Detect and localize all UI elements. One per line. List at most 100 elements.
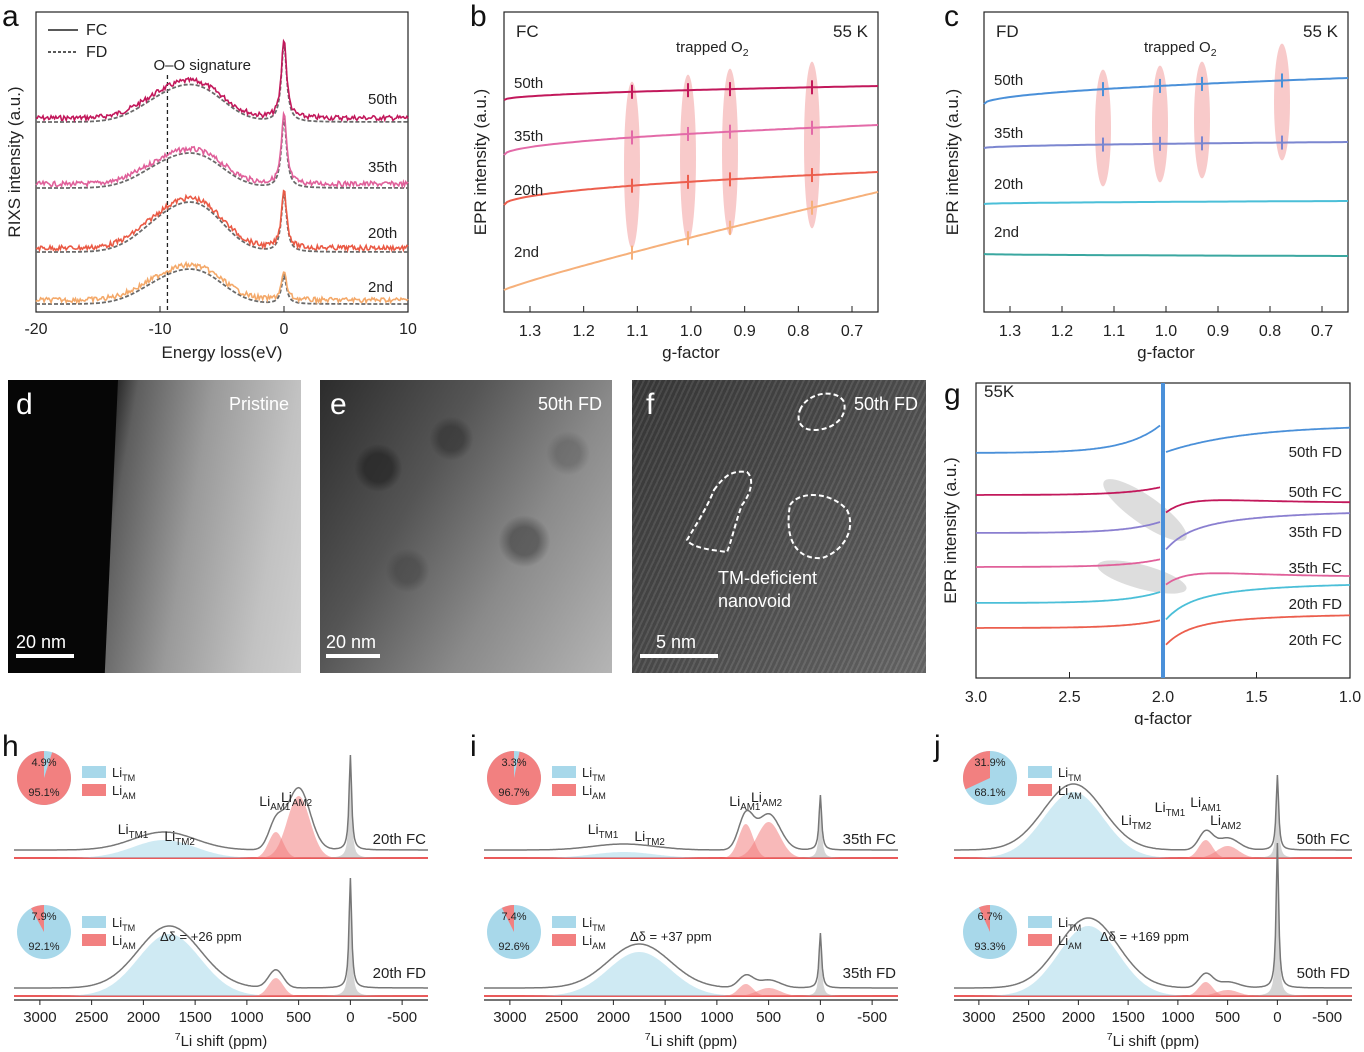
series-c-1 — [983, 141, 1348, 149]
am1-fill-h-top — [14, 832, 428, 858]
image-d-scale-text: 20 nm — [16, 632, 67, 652]
x-tick-label-i-6: 0 — [816, 1009, 824, 1026]
peak-label-j-1: LiTM2 — [1121, 812, 1152, 832]
image-e-scale-text: 20 nm — [326, 632, 377, 652]
series-g-right-1 — [1165, 499, 1350, 514]
legend-label-tm-i-top: LiTM — [582, 765, 605, 783]
total-fit-i-top — [484, 794, 898, 851]
image-d-letter: d — [16, 388, 33, 421]
panel-letter-j: j — [934, 730, 941, 763]
trapped-o2-label-b: trapped O2 — [676, 39, 749, 59]
legend-swatch-tm-j-bottom — [1028, 916, 1052, 928]
trapped-o2-ellipse-c-1 — [1152, 65, 1168, 183]
peak-label-i-3: LiAM2 — [751, 789, 782, 809]
series-g-right-5 — [1165, 614, 1350, 646]
delta-label-i: Δδ = +37 ppm — [630, 929, 712, 944]
x-tick-label-j-2: 2000 — [1062, 1009, 1095, 1026]
x-tick-label-i-5: 500 — [756, 1009, 781, 1026]
legend-label-tm-h-top: LiTM — [112, 765, 135, 783]
legend-label-tm-j-top: LiTM — [1058, 765, 1081, 783]
pie-label-large-j-bottom: 93.3% — [974, 941, 1005, 953]
tm-fill-i-bottom — [484, 952, 898, 996]
chart-c-epr-fd: 1.3 1.2 1.1 1.0 0.9 0.8 0.7 g-factor EPR intensi… — [943, 11, 1349, 362]
chart-title-left-g: 55K — [984, 382, 1015, 401]
spectrum-label-i-bottom: 35th FD — [843, 965, 897, 982]
legend-label-am-i-bottom: LiAM — [582, 933, 606, 951]
series-b-1 — [503, 124, 879, 156]
pie-label-small-h-bottom: 7.9% — [31, 911, 56, 923]
spectrum-label-i-top: 35th FC — [843, 831, 897, 848]
peak-label-h-3: LiAM2 — [281, 789, 312, 809]
image-e-letter: e — [330, 388, 347, 421]
oo-signature-label: O–O signature — [153, 57, 251, 74]
x-tick-label-c-4: 0.9 — [1207, 323, 1229, 340]
peak-label-i-0: LiTM1 — [588, 821, 619, 841]
series-label-g-5: 20th FC — [1289, 632, 1343, 649]
pie-label-small-j-bottom: 6.7% — [977, 911, 1002, 923]
series-c-3 — [983, 253, 1348, 257]
x-tick-label-i-3: 1500 — [648, 1009, 681, 1026]
pie-label-small-j-top: 31.9% — [974, 757, 1005, 769]
legend-label-fc: FC — [86, 22, 107, 39]
panel-letter-h: h — [2, 730, 19, 763]
peak-label-j-3: LiAM2 — [1210, 812, 1241, 832]
chart-title-right-b: 55 K — [833, 22, 869, 41]
pie-am-j-bottom — [978, 905, 990, 932]
peak-label-j-0: LiTM1 — [1155, 799, 1186, 819]
nanovoid-outlines — [685, 392, 852, 560]
trapped-o2-ellipse-b-2 — [722, 68, 738, 236]
x-tick-label-a-1: -10 — [148, 321, 171, 338]
spectrum-label-h-top: 20th FC — [373, 831, 427, 848]
x-axis-label-b: g-factor — [662, 343, 720, 362]
pie-label-small-i-bottom: 7.4% — [501, 911, 526, 923]
legend-label-am-j-top: LiAM — [1058, 783, 1082, 801]
spectrum-label-h-bottom: 20th FD — [373, 965, 427, 982]
legend-label-am-i-top: LiAM — [582, 783, 606, 801]
series-g-right-2 — [1165, 512, 1351, 551]
chart-j-nmr: 3000 2500 2000 1500 1000 500 0 -500 7Li shift (p… — [954, 751, 1352, 1050]
image-d-pristine: d Pristine 20 nm — [8, 380, 301, 673]
peak-label-h-2: LiAM1 — [259, 793, 290, 813]
x-tick-label-b-4: 0.9 — [734, 323, 756, 340]
x-tick-label-j-6: 0 — [1273, 1009, 1281, 1026]
series-label-a-3: 2nd — [368, 279, 393, 296]
legend-label-tm-i-bottom: LiTM — [582, 915, 605, 933]
x-tick-label-a-3: 10 — [399, 321, 417, 338]
series-label-c-0: 50th — [994, 72, 1023, 89]
chart-h-nmr: 3000 2500 2000 1500 1000 500 0 -500 7Li shift (p… — [14, 751, 428, 1050]
series-label-c-1: 35th — [994, 125, 1023, 142]
x-tick-label-g-2: 2.0 — [1152, 689, 1174, 706]
total-fit-h-top — [14, 754, 428, 851]
x-tick-label-b-6: 0.7 — [841, 323, 863, 340]
pie-label-large-i-bottom: 92.6% — [498, 941, 529, 953]
trapped-o2-ellipse-c-2 — [1194, 61, 1210, 179]
tm-fill-j-top — [954, 792, 1352, 858]
series-label-a-0: 50th — [368, 91, 397, 108]
series-g-left-3 — [976, 558, 1161, 568]
x-tick-label-i-7: -500 — [857, 1009, 887, 1026]
x-tick-label-g-3: 1.5 — [1245, 689, 1267, 706]
spectrum-label-j-bottom: 50th FD — [1297, 965, 1351, 982]
image-e-label: 50th FD — [537, 394, 602, 414]
trapped-o2-ellipse-b-1 — [680, 74, 696, 242]
x-tick-label-g-4: 1.0 — [1339, 689, 1361, 706]
legend-swatch-am-i-bottom — [552, 934, 576, 946]
x-tick-label-c-2: 1.1 — [1103, 323, 1125, 340]
pie-label-small-h-top: 4.9% — [31, 757, 56, 769]
panel-letter-a: a — [2, 0, 19, 33]
x-tick-label-c-3: 1.0 — [1155, 323, 1177, 340]
x-axis-label-g: g-factor — [1134, 709, 1192, 725]
x-tick-label-j-5: 500 — [1215, 1009, 1240, 1026]
trapped-o2-ellipse-c-3 — [1274, 43, 1290, 161]
peak-label-h-0: LiTM1 — [118, 821, 149, 841]
legend-label-am-h-top: LiAM — [112, 783, 136, 801]
legend-swatch-tm-h-bottom — [82, 916, 106, 928]
y-axis-label-b: EPR intensity (a.u.) — [471, 89, 490, 235]
x-tick-label-c-5: 0.8 — [1259, 323, 1281, 340]
chart-title-left-b: FC — [516, 22, 539, 41]
series-label-a-2: 20th — [368, 225, 397, 242]
trapped-o2-label-c: trapped O2 — [1144, 39, 1217, 59]
x-axis-label-i: 7Li shift (ppm) — [645, 1031, 738, 1050]
peak-label-h-1: LiTM2 — [164, 828, 195, 848]
am2-fill-i-top — [484, 822, 898, 858]
